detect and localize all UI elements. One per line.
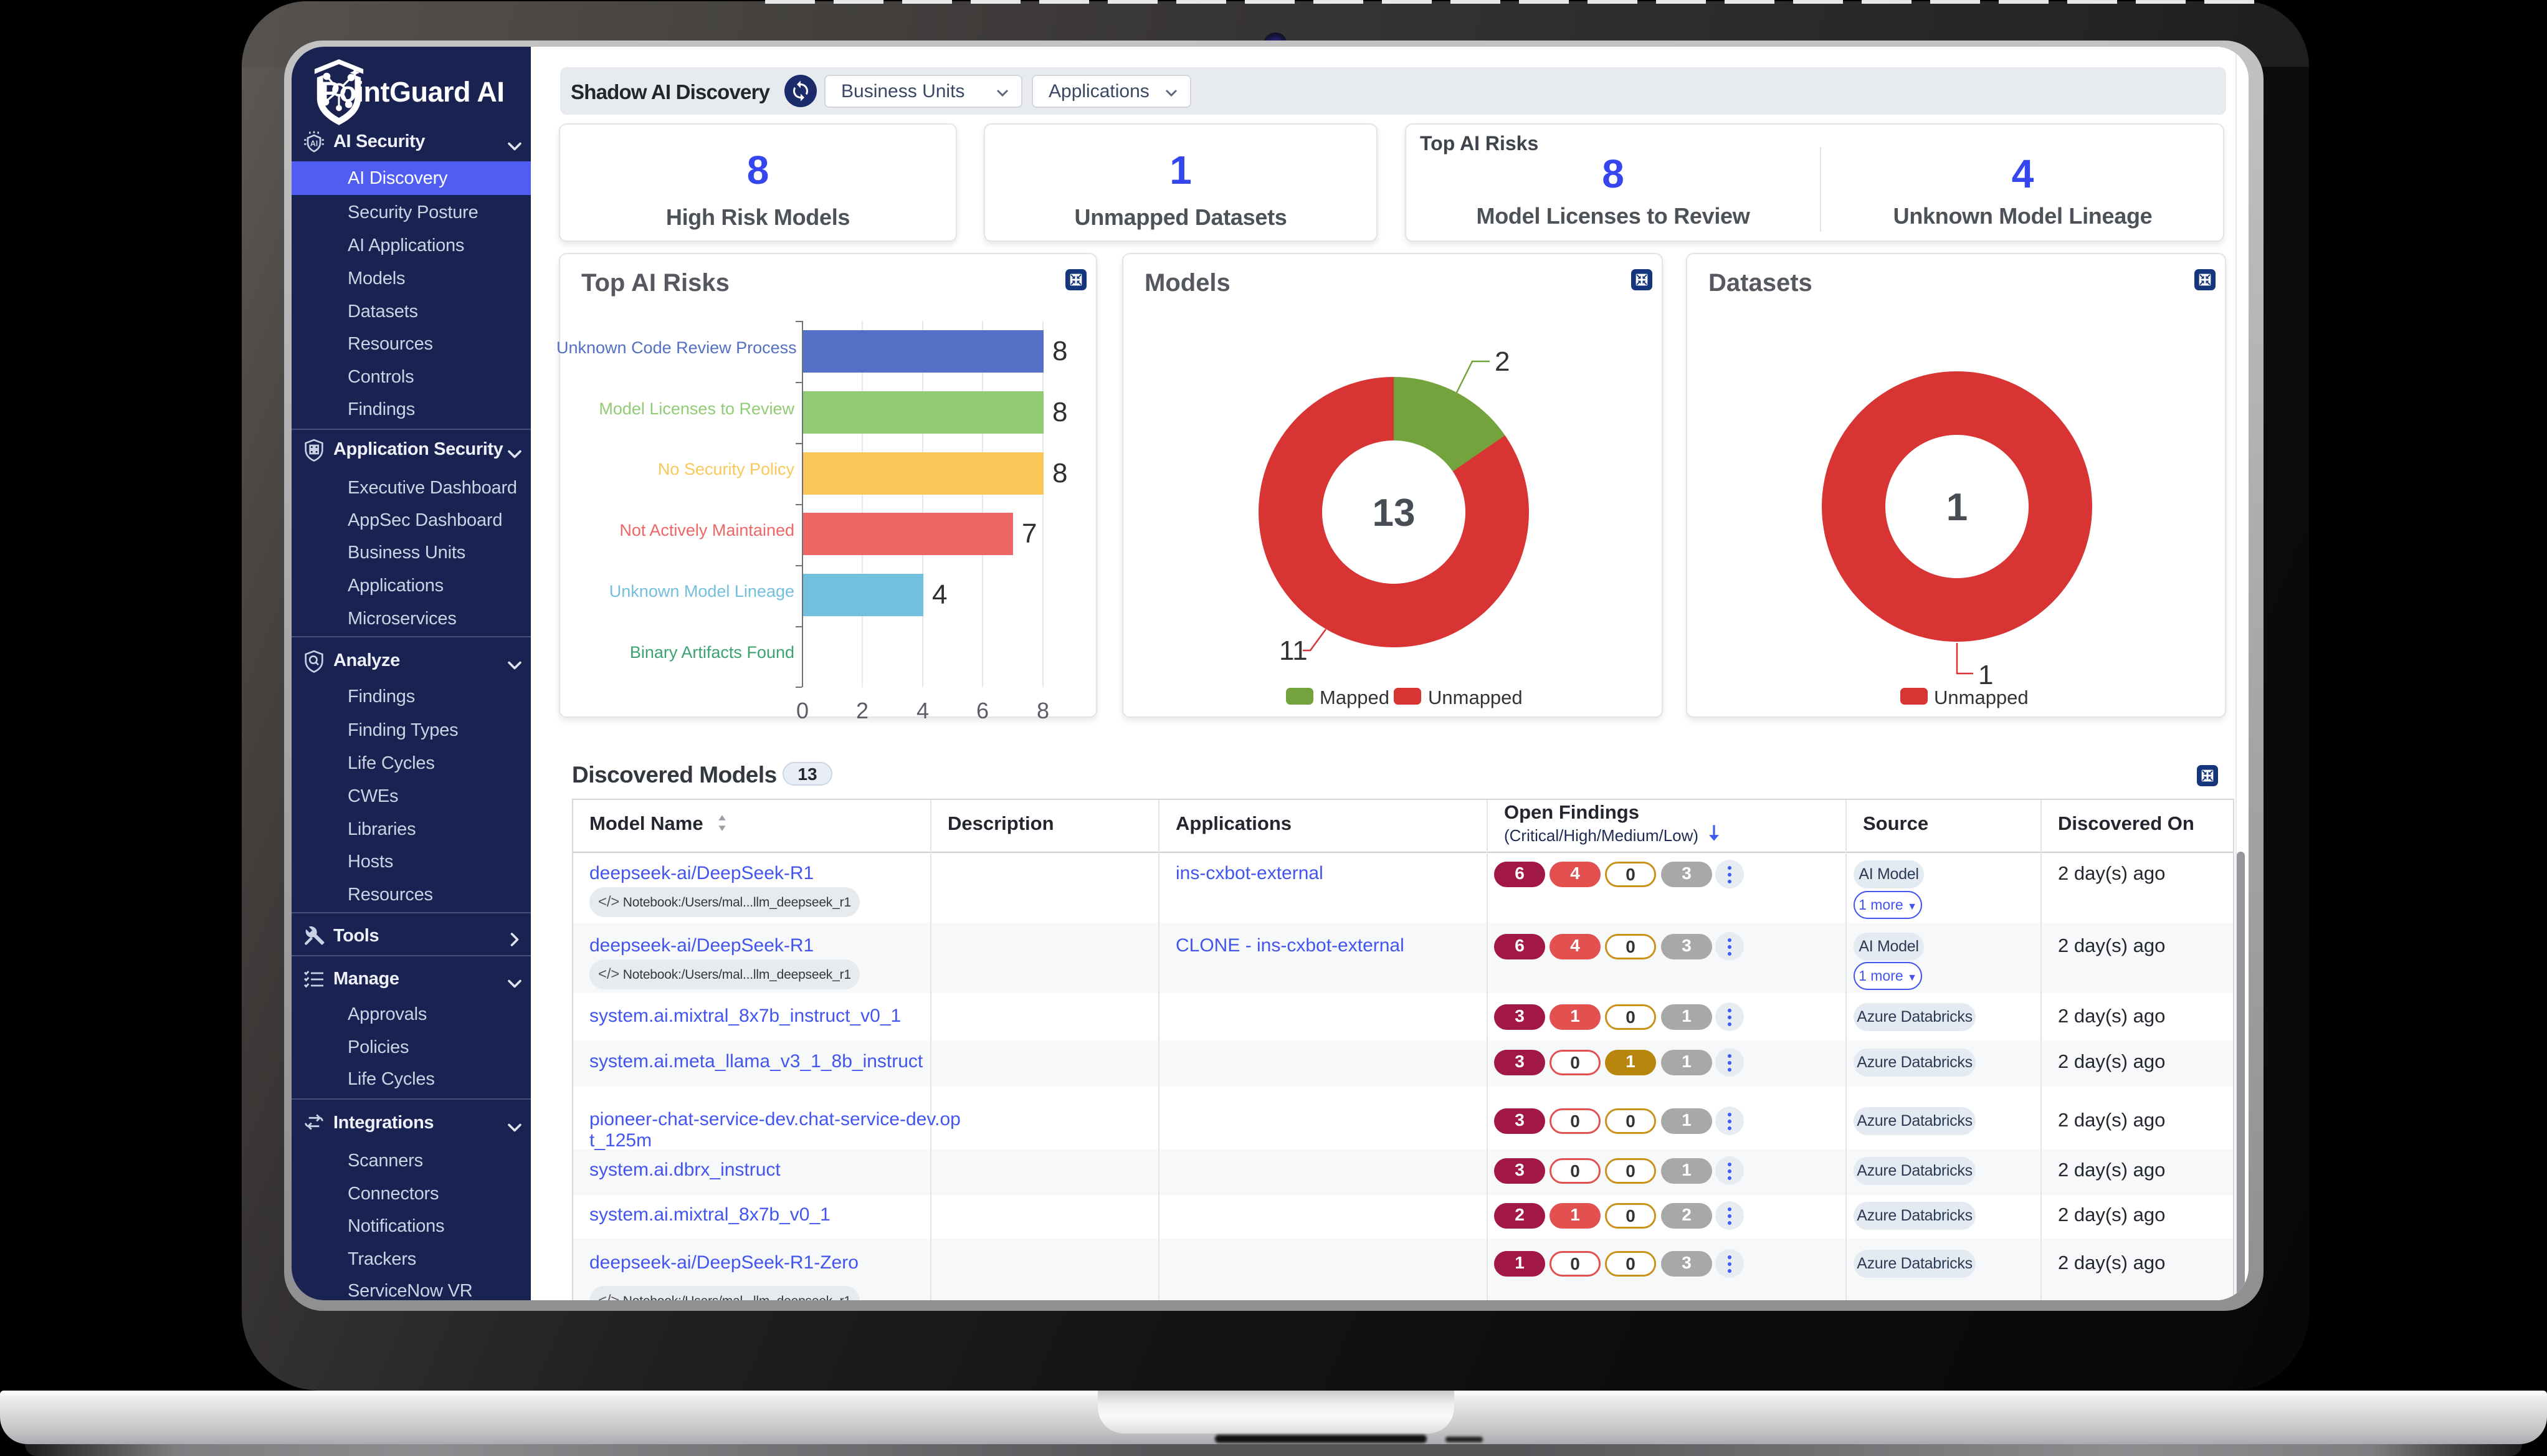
svg-text:AI: AI [310, 140, 318, 148]
